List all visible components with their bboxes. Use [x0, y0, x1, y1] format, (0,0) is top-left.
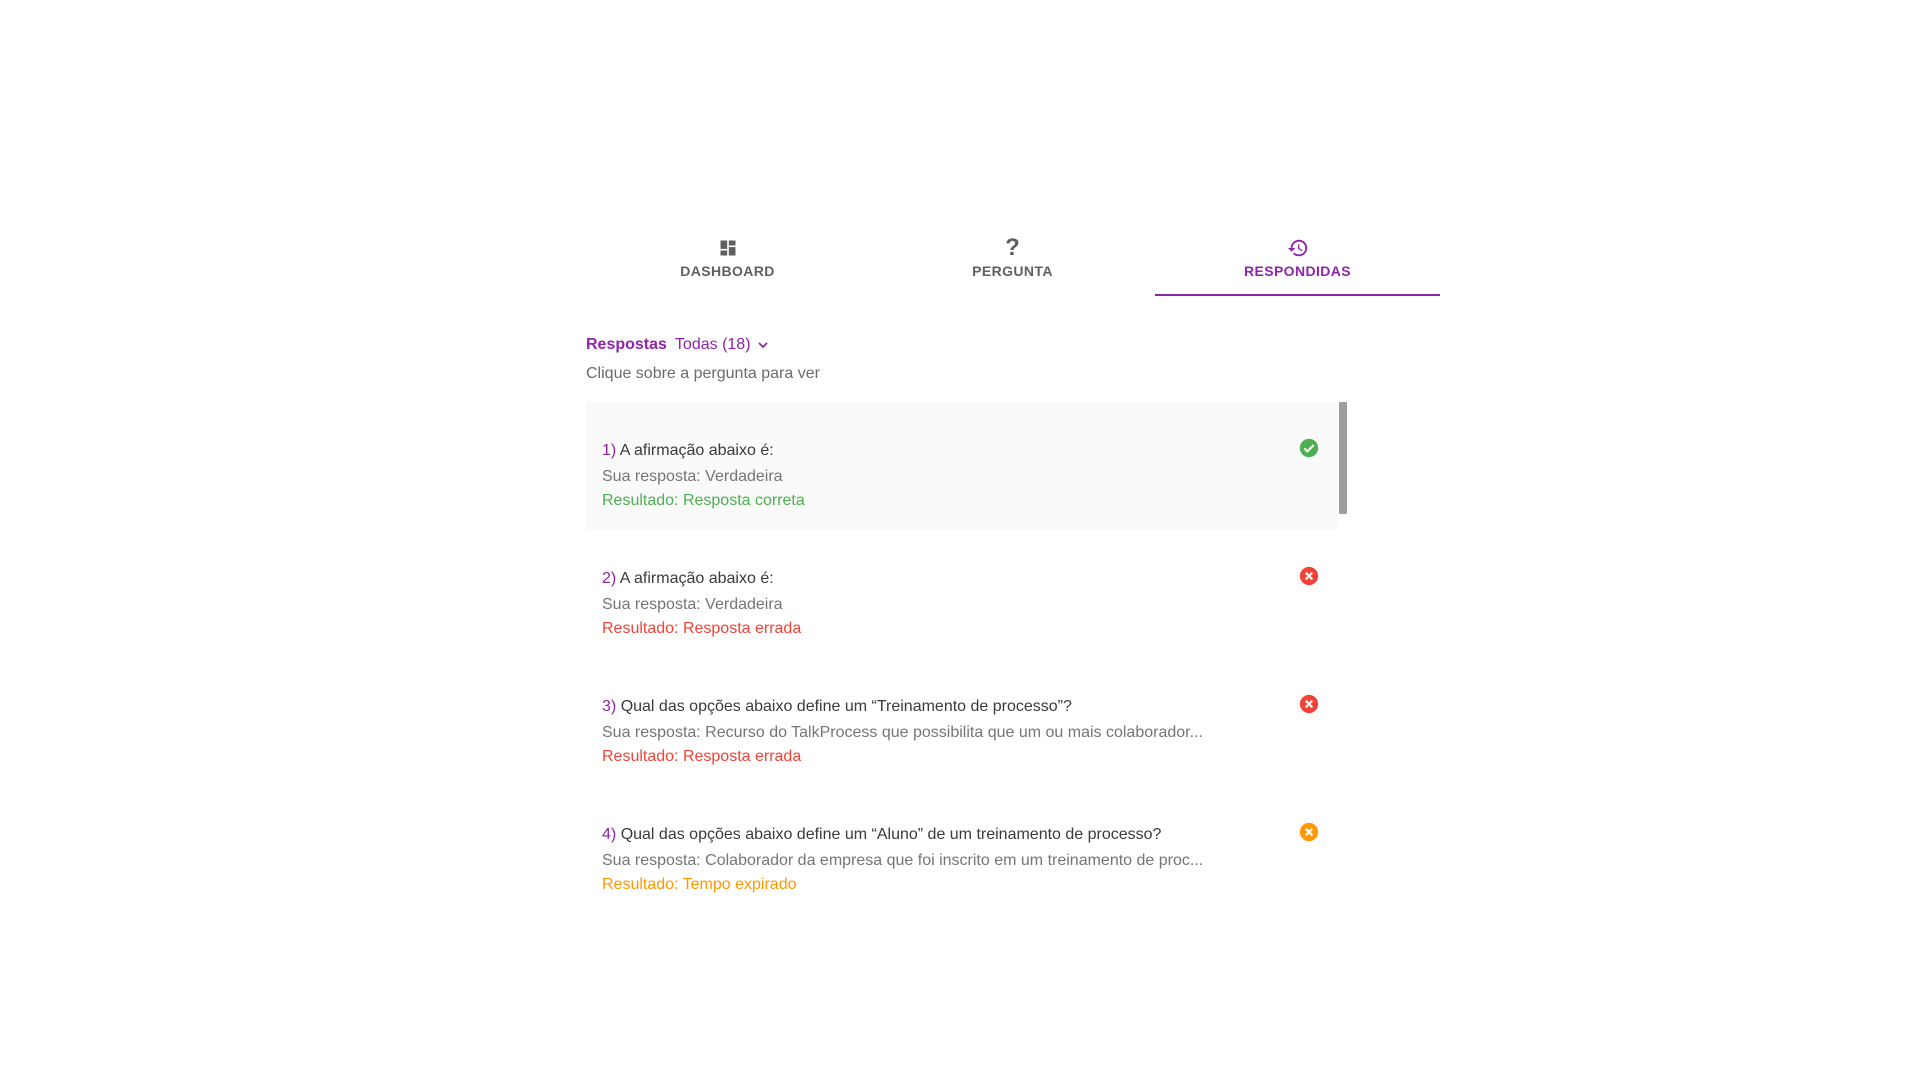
question-number: 3): [602, 698, 617, 715]
question-line: 4) Qual das opções abaixo define um “Alu…: [602, 825, 1338, 845]
result-text: Resultado: Tempo expirado: [602, 876, 797, 893]
question-text: Qual das opções abaixo define um “Treina…: [620, 698, 1072, 715]
tab-pergunta[interactable]: ? PERGUNTA: [870, 230, 1155, 296]
answers-hint: Clique sobre a pergunta para ver: [586, 365, 820, 382]
question-number: 1): [602, 442, 617, 459]
question-number: 2): [602, 570, 617, 587]
tab-label: PERGUNTA: [972, 263, 1053, 279]
tab-label: RESPONDIDAS: [1243, 263, 1352, 279]
history-icon: [1287, 236, 1309, 260]
question-text: Qual das opções abaixo define um “Aluno”…: [620, 826, 1162, 843]
tab-bar: DASHBOARD ? PERGUNTA RESPONDIDAS: [585, 230, 1440, 296]
question-line: 2) A afirmação abaixo é:: [602, 569, 1338, 589]
tab-label: DASHBOARD: [680, 263, 775, 279]
question-line: 1) A afirmação abaixo é:: [602, 441, 1338, 461]
question-text: A afirmação abaixo é:: [619, 442, 774, 459]
filter-value: Todas (18): [674, 336, 751, 353]
cancel-circle-icon: [1299, 694, 1319, 714]
list-item[interactable]: 3) Qual das opções abaixo define um “Tre…: [586, 658, 1338, 786]
help-icon: ?: [1005, 234, 1020, 261]
scrollbar-thumb[interactable]: [1339, 402, 1347, 514]
answer-text: Sua resposta: Verdadeira: [602, 596, 783, 613]
question-text: A afirmação abaixo é:: [619, 570, 774, 587]
answers-list[interactable]: 1) A afirmação abaixo é: Sua resposta: V…: [586, 402, 1353, 922]
list-item[interactable]: 2) A afirmação abaixo é: Sua resposta: V…: [586, 530, 1338, 658]
answer-text: Sua resposta: Verdadeira: [602, 468, 783, 485]
dashboard-icon: [718, 236, 738, 260]
result-text: Resultado: Resposta errada: [602, 620, 802, 637]
filter-dropdown[interactable]: Todas (18): [675, 336, 771, 354]
question-line: 3) Qual das opções abaixo define um “Tre…: [602, 697, 1338, 717]
answers-header: Respostas Todas (18): [586, 336, 771, 354]
list-item[interactable]: 1) A afirmação abaixo é: Sua resposta: V…: [586, 402, 1338, 530]
result-text: Resultado: Resposta correta: [602, 492, 805, 509]
tab-respondidas[interactable]: RESPONDIDAS: [1155, 230, 1440, 296]
question-number: 4): [602, 826, 617, 843]
chevron-down-icon: [757, 342, 768, 349]
answer-text: Sua resposta: Colaborador da empresa que…: [602, 852, 1204, 869]
timeout-circle-icon: [1299, 822, 1319, 842]
result-text: Resultado: Resposta errada: [602, 748, 802, 765]
answers-title: Respostas: [586, 336, 667, 353]
check-circle-icon: [1299, 438, 1319, 458]
answer-text: Sua resposta: Recurso do TalkProcess que…: [602, 724, 1203, 741]
tab-dashboard[interactable]: DASHBOARD: [585, 230, 870, 296]
list-item[interactable]: 4) Qual das opções abaixo define um “Alu…: [586, 786, 1338, 914]
cancel-circle-icon: [1299, 566, 1319, 586]
